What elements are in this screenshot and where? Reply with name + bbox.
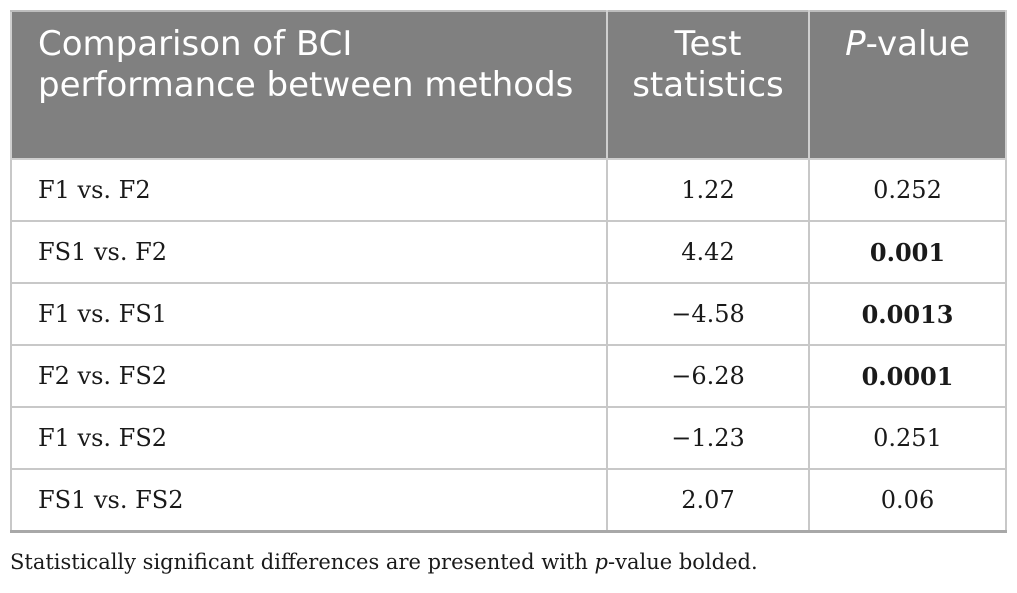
statistic-cell: 2.07 bbox=[606, 468, 810, 533]
header-p-value: P-value bbox=[808, 10, 1007, 160]
comparison-cell: FS1 vs. FS2 bbox=[10, 468, 608, 533]
table-row: F1 vs. FS1 −4.58 0.0013 bbox=[10, 282, 1007, 346]
statistic-cell: −6.28 bbox=[606, 344, 810, 408]
table-footnote: Statistically significant differences ar… bbox=[10, 550, 758, 574]
header-test-statistics: Test statistics bbox=[606, 10, 810, 160]
results-table-container: Comparison of BCI performance between me… bbox=[10, 10, 1007, 533]
footnote-text-italic: p bbox=[594, 550, 608, 574]
p-value-cell: 0.251 bbox=[808, 406, 1007, 470]
table-row: FS1 vs. F2 4.42 0.001 bbox=[10, 220, 1007, 284]
p-value-cell-significant: 0.0001 bbox=[808, 344, 1007, 408]
table-row: F1 vs. FS2 −1.23 0.251 bbox=[10, 406, 1007, 470]
p-value-cell-significant: 0.001 bbox=[808, 220, 1007, 284]
header-comparison: Comparison of BCI performance between me… bbox=[10, 10, 608, 160]
table-row: F1 vs. F2 1.22 0.252 bbox=[10, 158, 1007, 222]
comparison-cell: F2 vs. FS2 bbox=[10, 344, 608, 408]
p-value-cell: 0.252 bbox=[808, 158, 1007, 222]
table-header: Comparison of BCI performance between me… bbox=[10, 10, 1007, 160]
footnote-text-before: Statistically significant differences ar… bbox=[10, 550, 595, 574]
comparison-cell: F1 vs. FS1 bbox=[10, 282, 608, 346]
comparison-cell: F1 vs. FS2 bbox=[10, 406, 608, 470]
results-table: Comparison of BCI performance between me… bbox=[10, 10, 1007, 533]
statistic-cell: 4.42 bbox=[606, 220, 810, 284]
p-value-cell: 0.06 bbox=[808, 468, 1007, 533]
table-row: F2 vs. FS2 −6.28 0.0001 bbox=[10, 344, 1007, 408]
header-row: Comparison of BCI performance between me… bbox=[10, 10, 1007, 160]
table-row: FS1 vs. FS2 2.07 0.06 bbox=[10, 468, 1007, 533]
statistic-cell: −1.23 bbox=[606, 406, 810, 470]
table-body: F1 vs. F2 1.22 0.252 FS1 vs. F2 4.42 0.0… bbox=[10, 158, 1007, 533]
comparison-cell: FS1 vs. F2 bbox=[10, 220, 608, 284]
header-p-italic: P bbox=[845, 24, 866, 64]
statistic-cell: −4.58 bbox=[606, 282, 810, 346]
header-p-rest: -value bbox=[865, 24, 970, 64]
p-value-cell-significant: 0.0013 bbox=[808, 282, 1007, 346]
comparison-cell: F1 vs. F2 bbox=[10, 158, 608, 222]
footnote-text-after: -value bolded. bbox=[608, 550, 758, 574]
statistic-cell: 1.22 bbox=[606, 158, 810, 222]
